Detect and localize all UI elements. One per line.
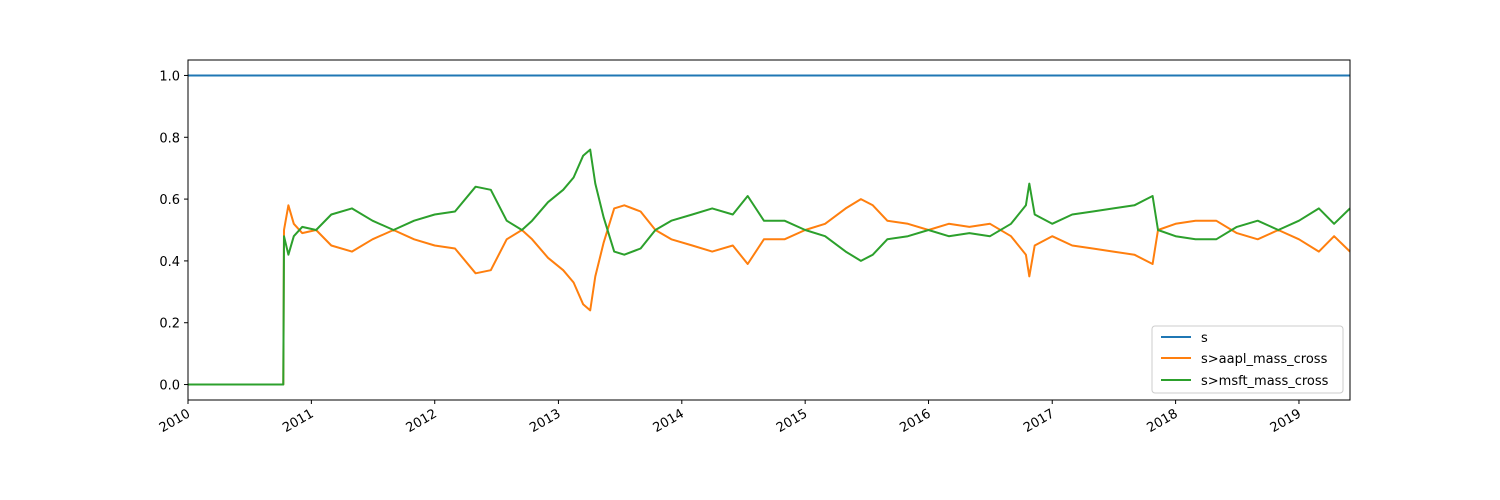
- series-layer: [188, 74, 1351, 386]
- axis-ticks: 0.0 0.2 0.4 0.6 0.8 1.0 2010 2011 2012 2013 2014 20…: [157, 69, 1304, 436]
- x-tick-label: 2017: [1021, 406, 1057, 436]
- legend: s s>aapl_mass_cross s>msft_mass_cross: [1151, 325, 1344, 394]
- y-tick-label: 0.8: [159, 131, 180, 146]
- x-tick-label: 2016: [897, 406, 933, 436]
- y-tick-label: 0.0: [159, 379, 180, 394]
- y-tick-label: 0.4: [159, 255, 180, 270]
- x-tick-label: 2018: [1144, 406, 1180, 436]
- legend-box: [1151, 325, 1344, 394]
- legend-label-aapl-mass-cross: s>aapl_mass_cross: [1201, 352, 1328, 367]
- y-tick-label: 0.6: [159, 193, 180, 208]
- x-tick-label: 2010: [157, 406, 193, 436]
- series-line-s-aapl-mass-cross: [188, 198, 1351, 386]
- x-tick-label: 2015: [774, 406, 810, 436]
- x-tick-label: 2014: [651, 406, 687, 436]
- legend-label-s: s: [1201, 331, 1208, 346]
- x-tick-label: 2012: [404, 406, 440, 436]
- x-tick-label: 2013: [527, 406, 563, 436]
- series-line-s-msft-mass-cross: [188, 148, 1351, 386]
- y-tick-label: 0.2: [159, 317, 180, 332]
- y-tick-label: 1.0: [159, 69, 180, 84]
- legend-label-msft-mass-cross: s>msft_mass_cross: [1201, 374, 1329, 389]
- plot-frame: [187, 59, 1351, 401]
- x-tick-label: 2019: [1268, 406, 1304, 436]
- x-tick-label: 2011: [280, 406, 316, 436]
